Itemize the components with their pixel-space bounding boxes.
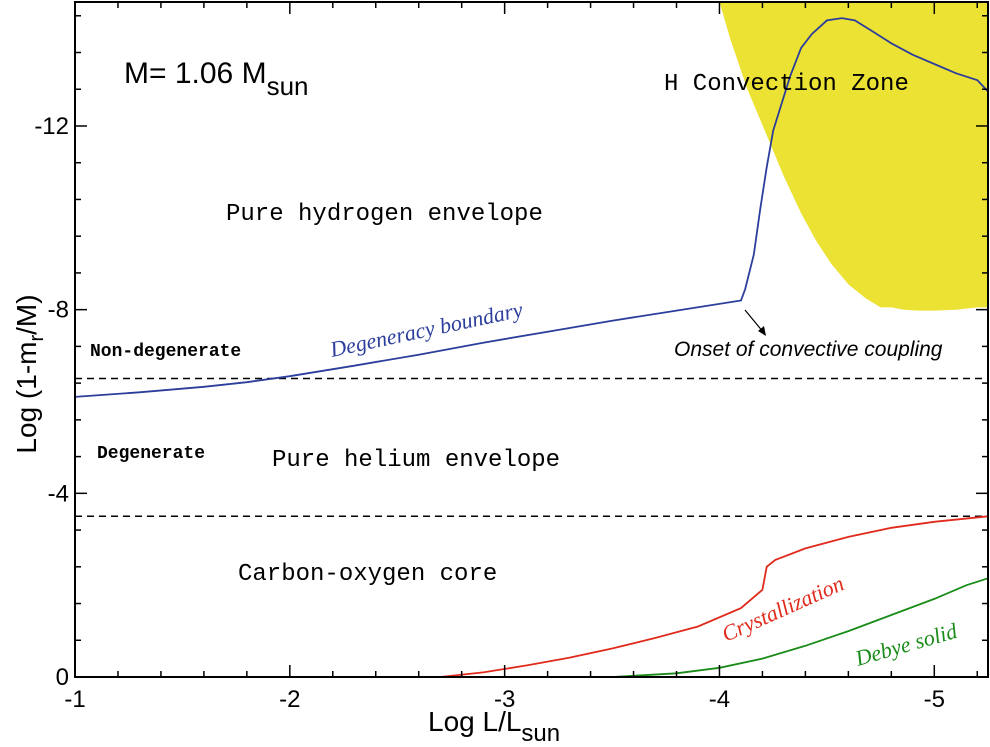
convection-zone-fill [719,2,988,311]
series-label-degeneracy: Degeneracy boundary [327,297,525,362]
region-label-degenerate: Degenerate [97,444,205,464]
y-tick-label: -12 [34,113,69,140]
x-axis-title-main: Log L/L [428,706,521,737]
series-line-crystallization [75,515,989,678]
y-axis-title-sub: r [26,335,48,342]
y-axis-title: Log (1-mr/M) [11,294,48,453]
x-tick-label: -3 [494,686,515,713]
region-label-helium: Pure helium envelope [272,447,560,474]
mass-label: M= 1.06 Msun [124,57,308,101]
y-axis-title-end: /M) [11,294,42,334]
x-tick-label: -5 [924,686,945,713]
region-label-nondegenerate: Non-degenerate [90,342,241,362]
tick-marks [74,2,988,678]
mass-label-sub: sun [267,71,309,101]
x-axis-title-sub: sun [521,720,560,747]
y-axis-title-main: Log (1-m [11,342,42,454]
y-tick-labels: 0 -4 -8 -12 [34,113,69,691]
x-tick-label: -4 [709,686,730,713]
y-tick-label: -8 [48,297,69,324]
onset-arrow-head [758,326,766,336]
x-axis-title: Log L/Lsun [428,706,560,747]
mass-label-main: M= 1.06 M [124,57,267,90]
region-label-core: Carbon-oxygen core [238,561,497,588]
x-tick-labels: -1 -2 -3 -4 -5 [64,686,945,713]
y-tick-label: 0 [56,664,69,691]
series-line-degeneracy [74,17,989,398]
series-label-debye: Debye solid [852,618,961,671]
region-label-hydrogen: Pure hydrogen envelope [226,201,543,228]
plot-frame [74,1,989,678]
region-label-convection-zone: H Convection Zone [664,71,909,98]
onset-annotation: Onset of convective coupling [674,338,943,361]
series-label-crystallization: Crystallization [718,571,848,647]
series-line-debye [75,577,989,678]
x-tick-label: -1 [64,686,85,713]
x-tick-label: -2 [279,686,300,713]
y-tick-label: -4 [48,480,69,507]
